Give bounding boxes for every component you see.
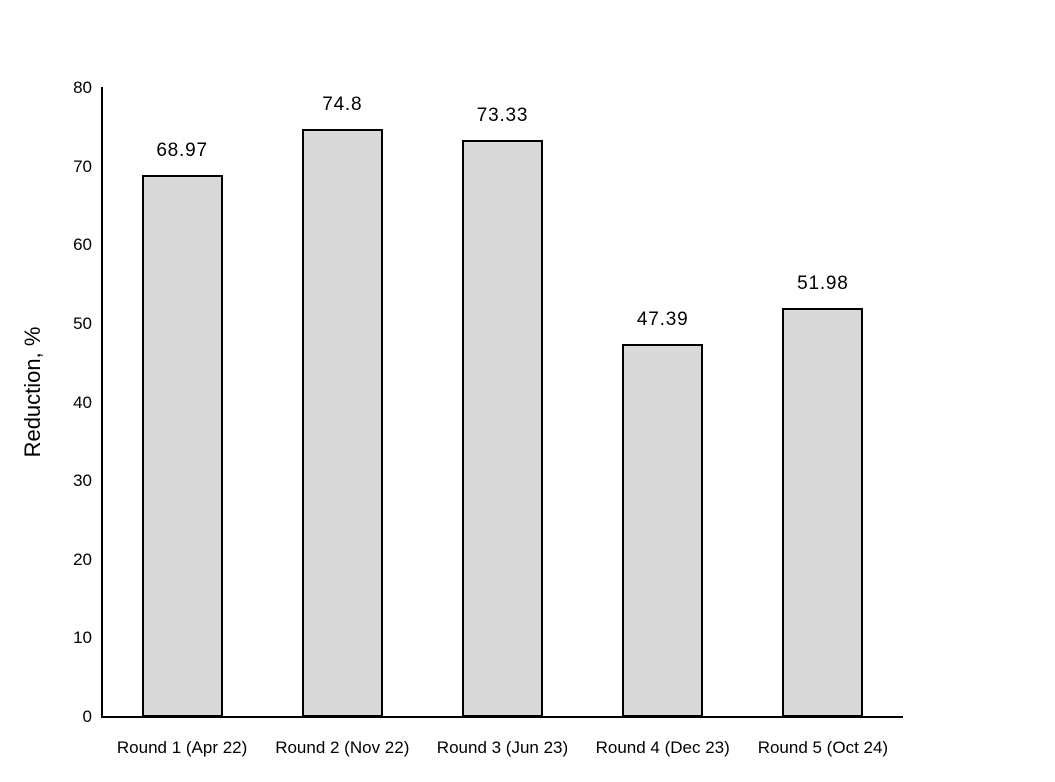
bar bbox=[622, 344, 704, 717]
x-axis-category-label: Round 1 (Apr 22) bbox=[116, 738, 248, 757]
bar bbox=[462, 140, 543, 717]
x-axis-category-label: Round 4 (Dec 23) bbox=[595, 738, 730, 757]
bar bbox=[301, 128, 383, 717]
y-axis-tick-label: 40 bbox=[73, 392, 92, 412]
bar-value-label: 68.97 bbox=[156, 139, 208, 161]
bar-value-label: 73.33 bbox=[476, 105, 529, 127]
y-axis-tick-label: 20 bbox=[73, 549, 92, 569]
x-axis-line bbox=[101, 716, 903, 718]
bar-value-label: 74.8 bbox=[322, 93, 363, 115]
y-axis-tick-label: 80 bbox=[73, 78, 92, 97]
y-axis-line bbox=[101, 87, 103, 718]
y-axis-tick-label: 60 bbox=[73, 235, 92, 255]
y-axis-tick-label: 10 bbox=[73, 628, 92, 648]
bar bbox=[141, 174, 223, 717]
x-axis-category-label: Round 5 (Oct 24) bbox=[757, 738, 889, 757]
y-axis-tick-label: 50 bbox=[73, 313, 92, 333]
y-axis-tick-label: 70 bbox=[73, 156, 92, 176]
bar bbox=[782, 308, 864, 717]
x-axis-category-label: Round 3 (Jun 23) bbox=[436, 738, 569, 757]
bar-value-label: 51.98 bbox=[797, 273, 849, 295]
bar-value-label: 47.39 bbox=[636, 309, 689, 331]
y-axis-tick-label: 30 bbox=[73, 471, 92, 491]
x-axis-category-label: Round 2 (Nov 22) bbox=[275, 738, 410, 757]
y-axis-tick-label: 0 bbox=[82, 707, 92, 726]
